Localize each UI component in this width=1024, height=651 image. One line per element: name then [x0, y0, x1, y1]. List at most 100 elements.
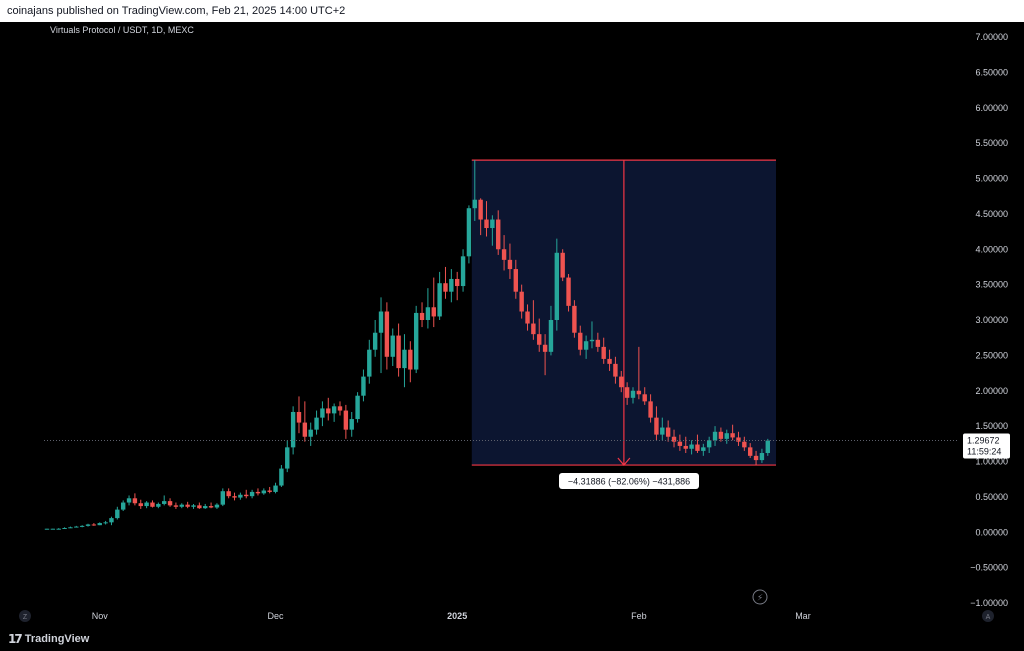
candle-body	[255, 491, 261, 494]
svg-text:Z: Z	[23, 614, 28, 621]
auto-scale-button[interactable]: A	[982, 610, 994, 622]
y-tick-label: 6.00000	[975, 103, 1008, 113]
measure-label-bg	[559, 473, 699, 489]
candle-body	[208, 506, 214, 508]
publish-header: coinajans published on TradingView.com, …	[0, 0, 1024, 22]
candle-body	[331, 406, 337, 414]
candle-body	[290, 411, 296, 448]
candle-body	[261, 490, 267, 494]
candles-group	[44, 160, 770, 530]
candle-body	[619, 376, 624, 388]
candle-body	[648, 401, 653, 418]
candle-body	[97, 523, 102, 526]
candle-body	[689, 444, 694, 449]
candle-body	[244, 494, 249, 497]
scale-mode-z-button[interactable]: Z	[19, 610, 31, 622]
candle-body	[753, 455, 759, 461]
candle-body	[654, 417, 659, 435]
candle-body	[138, 503, 143, 507]
candle-body	[326, 408, 331, 414]
candle-body	[642, 394, 647, 402]
candle-body	[560, 252, 565, 278]
candle-body	[706, 440, 712, 448]
candle-body	[712, 431, 718, 441]
x-tick-label: Nov	[92, 611, 109, 621]
candle-body	[402, 349, 407, 369]
candle-body	[413, 312, 419, 370]
measure-arrowhead	[617, 457, 631, 466]
candle-body	[132, 498, 138, 504]
candle-body	[103, 522, 108, 524]
candle-body	[320, 408, 325, 418]
x-tick-label: Dec	[268, 611, 285, 621]
candle-body	[466, 208, 472, 257]
candle-body	[238, 494, 243, 498]
price-axis[interactable]: 7.00000 6.50000 6.00000 5.50000 5.00000 4.500…	[970, 32, 1008, 608]
candle-body	[74, 526, 79, 528]
candle-body	[267, 490, 272, 492]
candle-body	[513, 269, 518, 292]
candle-body	[91, 524, 97, 526]
x-tick-label: 2025	[447, 611, 467, 621]
candle-body	[173, 505, 179, 507]
candle-body	[150, 502, 155, 507]
candle-body	[478, 199, 483, 220]
candle-body	[677, 441, 683, 446]
candle-body	[408, 349, 413, 370]
y-tick-label: 4.50000	[975, 209, 1008, 219]
candle-body	[343, 410, 349, 430]
candle-body	[748, 447, 753, 456]
tradingview-brand-text: TradingView	[24, 632, 90, 645]
bolt-icon[interactable]: ⚡	[752, 589, 768, 605]
y-tick-label: 5.50000	[975, 138, 1008, 148]
tradingview-logo[interactable]: 17 TradingView	[8, 632, 89, 646]
candle-body	[554, 252, 560, 320]
candle-body	[542, 344, 548, 352]
y-tick-label: 0.00000	[975, 527, 1008, 537]
chart-pane[interactable]: 7.00000 6.50000 6.00000 5.50000 5.00000 4.500…	[10, 22, 1016, 625]
y-tick-label: 3.50000	[975, 280, 1008, 290]
candle-body	[203, 506, 208, 509]
y-tick-label: 2.50000	[975, 350, 1008, 360]
bolt-icon-glyph: ⚡	[757, 594, 763, 604]
candle-body	[349, 419, 354, 430]
y-tick-label: 6.50000	[975, 67, 1008, 77]
candle-body	[308, 429, 313, 437]
time-axis[interactable]: Nov Dec 2025 Feb Mar	[92, 611, 811, 621]
y-tick-label: −1.00000	[970, 598, 1008, 608]
candle-body	[683, 445, 688, 449]
candle-body	[384, 311, 390, 357]
candle-body	[519, 291, 524, 312]
published-text: coinajans published on TradingView.com, …	[7, 5, 346, 17]
footer-bar: 17 TradingView	[0, 626, 1024, 651]
candle-body	[736, 437, 741, 442]
candle-body	[525, 311, 530, 324]
candle-body	[548, 320, 554, 352]
candle-body	[220, 491, 225, 505]
candlestick-chart[interactable]: 7.00000 6.50000 6.00000 5.50000 5.00000 4.500…	[10, 22, 1016, 625]
candle-body	[62, 528, 67, 530]
candle-body	[85, 524, 91, 526]
candle-body	[490, 219, 495, 229]
measure-label: −4.31886 (−82.06%) −431,886	[559, 473, 699, 489]
candle-body	[566, 277, 571, 306]
candle-body	[636, 390, 642, 395]
candle-body	[185, 504, 190, 507]
candle-body	[607, 358, 612, 364]
candle-body	[302, 422, 308, 437]
y-tick-label: 2.00000	[975, 386, 1008, 396]
y-tick-label: 3.00000	[975, 315, 1008, 325]
candle-body	[337, 406, 343, 411]
candle-body	[484, 219, 489, 229]
candle-body	[273, 485, 278, 492]
candle-body	[425, 307, 431, 320]
candle-body	[589, 339, 595, 342]
candle-body	[501, 249, 507, 260]
candle-body	[232, 496, 237, 498]
tradingview-logo-icon: 17	[8, 631, 23, 646]
candle-body	[665, 427, 671, 437]
candle-body	[431, 307, 436, 317]
candle-body	[120, 502, 126, 510]
candle-body	[249, 491, 255, 497]
y-tick-label: 7.00000	[975, 32, 1008, 42]
